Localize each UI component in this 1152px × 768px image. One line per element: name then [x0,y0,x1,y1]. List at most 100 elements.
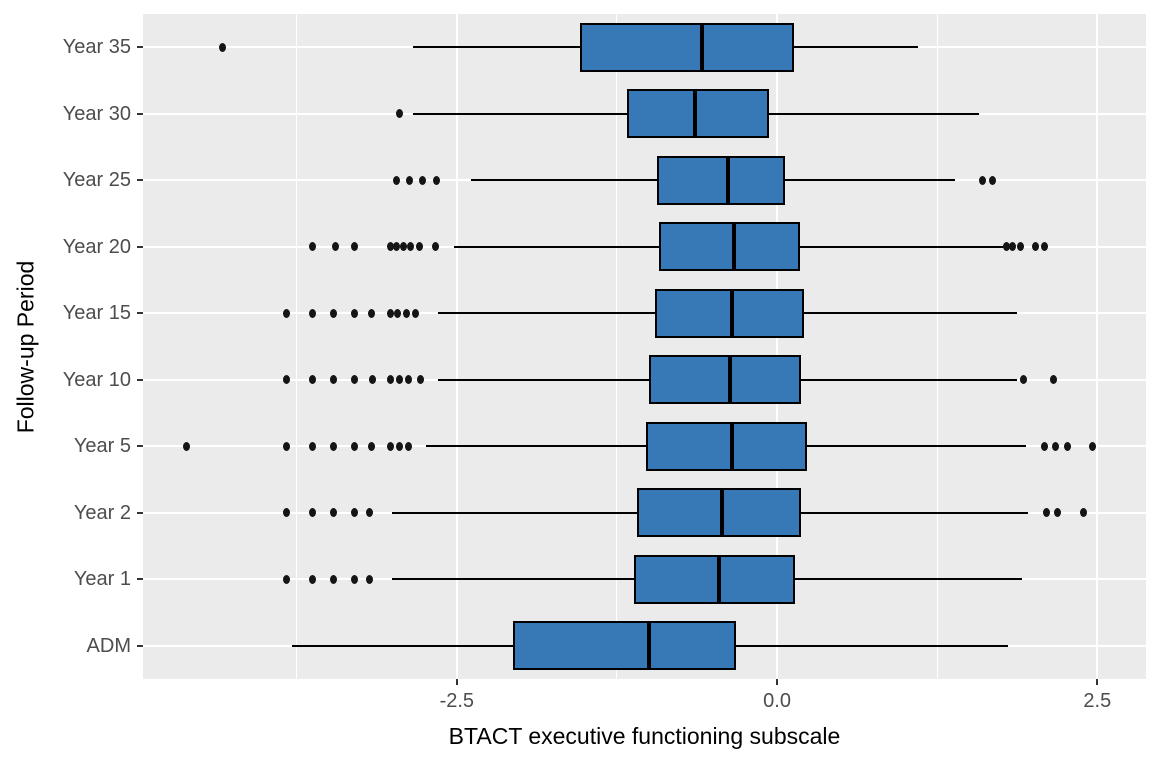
median-year-20 [731,222,736,272]
box-year-30 [627,89,770,139]
outlier-point [350,308,358,318]
outlier-point [431,242,439,252]
y-axis-tick-label: Year 15 [62,302,131,325]
outlier-point [1064,441,1072,451]
gridline-major-vertical [455,14,458,679]
outlier-point [218,42,226,52]
median-year-25 [726,155,731,205]
y-axis-tick-label: Year 25 [62,169,131,192]
box-year-5 [646,421,807,471]
outlier-point [1079,508,1087,518]
outlier-point [978,175,986,185]
y-axis-tick-label: ADM [86,634,131,657]
outlier-point [350,375,358,385]
box-year-20 [659,222,801,272]
outlier-point [282,308,290,318]
outlier-point [330,574,338,584]
outlier-point [399,242,407,252]
outlier-point [432,175,440,185]
median-year-10 [727,355,732,405]
outlier-point [1041,242,1049,252]
x-axis-tick-label: -2.5 [439,690,475,712]
y-axis-tick [137,245,143,248]
y-axis-tick-label: Year 30 [62,102,131,125]
outlier-point [1088,441,1096,451]
outlier-point [282,441,290,451]
outlier-point [308,375,316,385]
outlier-point [366,574,374,584]
median-year-35 [699,22,704,72]
y-axis-tick [137,644,143,647]
outlier-point [386,308,394,318]
outlier-point [350,508,358,518]
outlier-point [1032,242,1040,252]
outlier-point [308,441,316,451]
median-year-1 [717,554,722,604]
y-axis-tick-label: Year 20 [62,235,131,258]
outlier-point [350,441,358,451]
outlier-point [330,508,338,518]
outlier-point [183,441,191,451]
outlier-point [405,175,413,185]
gridline-minor-vertical [936,14,938,679]
outlier-point [330,375,338,385]
outlier-point [1054,508,1062,518]
outlier-point [1050,375,1058,385]
y-axis-tick [137,179,143,182]
gridline-minor-vertical [296,14,298,679]
x-axis-tick [455,679,458,685]
outlier-point [331,242,339,252]
y-axis-tick [137,312,143,315]
outlier-point [417,375,425,385]
median-year-2 [719,488,724,538]
y-axis-tick [137,112,143,115]
y-axis-tick-label: Year 5 [73,435,131,458]
plot-panel [143,14,1146,679]
outlier-point [367,441,375,451]
median-year-30 [693,89,698,139]
outlier-point [330,441,338,451]
outlier-point [386,375,394,385]
outlier-point [282,574,290,584]
median-adm [646,621,651,671]
outlier-point [394,308,402,318]
outlier-point [386,242,394,252]
outlier-point [308,574,316,584]
x-axis-tick [1096,679,1099,685]
median-year-15 [730,288,735,338]
outlier-point [308,508,316,518]
outlier-point [282,375,290,385]
y-axis-title: Follow-up Period [12,260,39,433]
outlier-point [368,375,376,385]
outlier-point [350,242,358,252]
outlier-point [395,441,403,451]
outlier-point [367,308,375,318]
outlier-point [412,308,420,318]
box-year-10 [648,355,802,405]
box-year-35 [579,22,794,72]
y-axis-tick [137,46,143,49]
x-axis-tick-label: 2.5 [1083,690,1112,712]
gridline-major-vertical [1096,14,1099,679]
outlier-point [1016,242,1024,252]
outlier-point [308,308,316,318]
outlier-point [393,242,401,252]
x-axis-tick [776,679,779,685]
y-axis-tick-label: Year 1 [73,568,131,591]
box-year-2 [637,488,802,538]
outlier-point [366,508,374,518]
outlier-point [1019,375,1027,385]
y-axis-tick-label: Year 10 [62,368,131,391]
y-axis-tick-label: Year 2 [73,501,131,524]
outlier-point [386,441,394,451]
y-axis-tick [137,578,143,581]
outlier-point [1041,441,1049,451]
outlier-point [407,242,415,252]
outlier-point [350,574,358,584]
x-axis-tick-label: 0.0 [763,690,791,712]
x-axis-title: BTACT executive functioning subscale [448,723,841,749]
outlier-point [393,175,401,185]
median-year-5 [730,421,735,471]
gridline-major-vertical [776,14,779,679]
